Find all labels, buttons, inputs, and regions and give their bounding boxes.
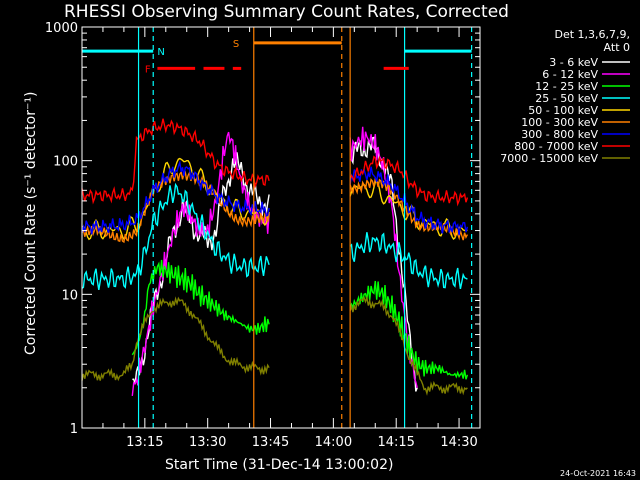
series-25-50-kev-line bbox=[81, 182, 468, 291]
x-tick-label: 13:30 bbox=[189, 435, 226, 450]
x-axis-ticks: 13:15 13:30 13:45 14:00 14:15 14:30 bbox=[81, 27, 481, 450]
x-axis-label: Start Time (31-Dec-14 13:00:02) bbox=[165, 457, 393, 473]
y-tick-label: 100 bbox=[53, 155, 78, 170]
y-tick-label: 10 bbox=[61, 288, 78, 303]
x-tick-label: 14:00 bbox=[315, 435, 352, 450]
plot-frame bbox=[81, 26, 481, 429]
flag-n-label: N bbox=[157, 47, 164, 58]
chart-title: RHESSI Observing Summary Count Rates, Co… bbox=[64, 2, 509, 22]
legend-label-100-300-kev: 100 - 300 keV bbox=[521, 116, 598, 129]
series-12-25-kev-line bbox=[131, 259, 469, 380]
legend-label-50-100-kev: 50 - 100 keV bbox=[528, 104, 598, 117]
date-stamp: 24-Oct-2021 16:43 bbox=[560, 469, 636, 478]
trace-layer bbox=[81, 118, 469, 396]
series-7000-15000-kev-line bbox=[81, 295, 468, 396]
legend-header-line-1: Det 1,3,6,7,9, bbox=[554, 28, 630, 41]
y-axis-label: Corrected Count Rate (s⁻¹ detector⁻¹) bbox=[23, 92, 39, 355]
legend-label-12-25-kev: 12 - 25 keV bbox=[535, 80, 598, 93]
legend-header-line-2: Att 0 bbox=[604, 41, 630, 54]
series-800-7000-kev-line bbox=[81, 118, 469, 207]
x-tick-label: 14:15 bbox=[377, 435, 414, 450]
series-300-800-kev-line bbox=[81, 159, 469, 236]
x-tick-label: 13:45 bbox=[252, 435, 289, 450]
legend-label-800-7000-kev: 800 - 7000 keV bbox=[514, 140, 598, 153]
legend-label-7000-15000-kev: 7000 - 15000 keV bbox=[500, 152, 598, 165]
legend-label-25-50-kev: 25 - 50 keV bbox=[535, 92, 598, 105]
y-tick-label: 1000 bbox=[45, 21, 78, 36]
series-50-100-kev-line bbox=[81, 157, 468, 241]
x-tick-label: 14:30 bbox=[440, 435, 477, 450]
flag-bar-layer: NF S bbox=[82, 39, 472, 75]
y-axis-ticks: 1 10 100 1000 bbox=[45, 21, 480, 437]
legend-label-300-800-kev: 300 - 800 keV bbox=[521, 128, 598, 141]
legend-label-6-12-kev: 6 - 12 keV bbox=[542, 68, 598, 81]
flag-f-label: F bbox=[145, 64, 151, 75]
y-tick-label: 1 bbox=[70, 422, 78, 437]
legend-label-3-6-kev: 3 - 6 keV bbox=[549, 56, 598, 69]
x-tick-label: 13:15 bbox=[126, 435, 163, 450]
flag-s-label: S bbox=[233, 39, 239, 50]
vertical-line-layer bbox=[137, 27, 473, 428]
